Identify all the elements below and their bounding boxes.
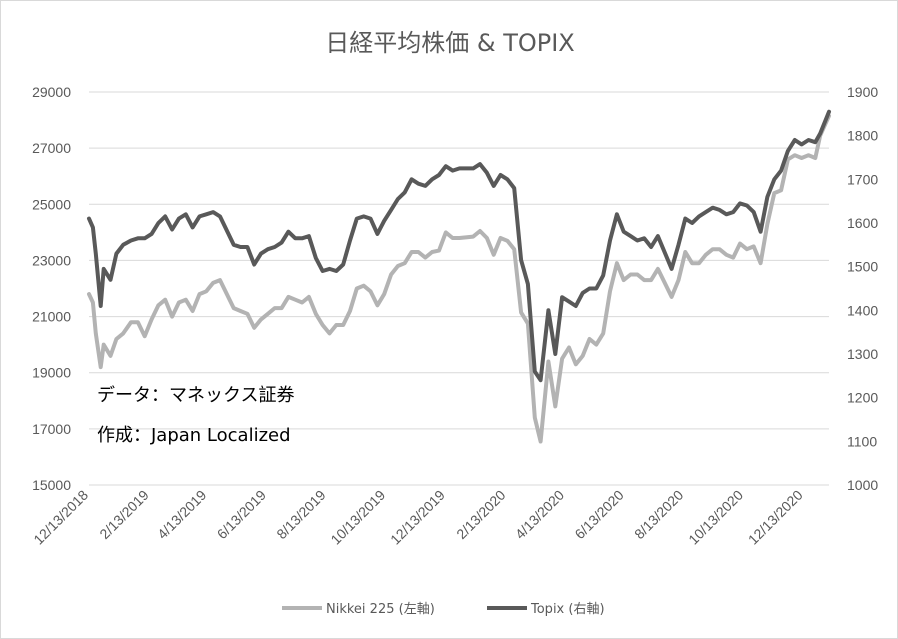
right-axis-tick-label: 1500 — [847, 259, 878, 275]
left-axis-tick-label: 19000 — [32, 365, 71, 381]
annotation-data-source: データ：マネックス証券 — [97, 385, 294, 406]
left-axis-tick-label: 21000 — [32, 309, 71, 325]
left-axis-tick-label: 15000 — [32, 477, 71, 493]
right-axis-tick-label: 1400 — [847, 302, 878, 318]
x-axis-tick-label: 2/13/2020 — [453, 487, 509, 543]
right-axis-tick-label: 1300 — [847, 346, 878, 362]
x-axis-tick-label: 10/13/2020 — [685, 487, 746, 548]
x-axis-tick-label: 10/13/2019 — [327, 487, 388, 548]
left-axis-tick-label: 23000 — [32, 252, 71, 268]
x-axis-tick-labels: 12/13/2018 2/13/2019 4/13/2019 6/13/2019 8/1… — [30, 487, 806, 548]
series-lines — [87, 109, 831, 444]
left-axis-tick-label: 25000 — [32, 196, 71, 212]
series-line-nikkei — [87, 113, 831, 444]
legend-label-topix: Topix (右軸) — [530, 602, 605, 617]
x-axis-tick-label: 8/13/2019 — [273, 487, 329, 543]
x-axis-tick-label: 12/13/2019 — [387, 487, 448, 548]
legend-label-nikkei: Nikkei 225 (左軸) — [326, 602, 435, 617]
x-axis-tick-label: 4/13/2019 — [154, 487, 210, 543]
chart-title: 日経平均株価 & TOPIX — [325, 29, 575, 57]
right-axis-tick-label: 1200 — [847, 390, 878, 406]
annotation-author: 作成：Japan Localized — [97, 425, 291, 446]
x-axis-tick-label: 4/13/2020 — [512, 487, 568, 543]
left-axis-tick-label: 17000 — [32, 421, 71, 437]
right-axis-tick-label: 1900 — [847, 84, 878, 100]
series-line-topix — [87, 109, 831, 383]
right-axis-tick-label: 1800 — [847, 128, 878, 144]
x-axis-tick-label: 12/13/2020 — [745, 487, 806, 548]
legend: Nikkei 225 (左軸) Topix (右軸) — [282, 602, 605, 617]
right-axis-tick-label: 1000 — [847, 477, 878, 493]
x-axis-tick-label: 12/13/2018 — [30, 487, 91, 548]
x-axis-tick-label: 8/13/2020 — [631, 487, 687, 543]
x-axis-tick-label: 2/13/2019 — [96, 487, 152, 543]
right-axis-tick-label: 1100 — [847, 433, 877, 449]
right-axis-tick-labels: 1000 1100 1200 1300 1400 1500 1600 1700 1800 1900 — [847, 84, 878, 493]
left-axis-tick-label: 27000 — [32, 140, 71, 156]
gridlines — [89, 91, 829, 486]
left-axis-tick-label: 29000 — [32, 84, 71, 100]
right-axis-tick-label: 1700 — [847, 171, 878, 187]
x-axis-tick-label: 6/13/2019 — [214, 487, 270, 543]
x-axis-tick-label: 6/13/2020 — [571, 487, 627, 543]
left-axis-tick-labels: 15000 17000 19000 21000 23000 25000 27000 29000 — [32, 84, 71, 493]
right-axis-tick-label: 1600 — [847, 215, 878, 231]
